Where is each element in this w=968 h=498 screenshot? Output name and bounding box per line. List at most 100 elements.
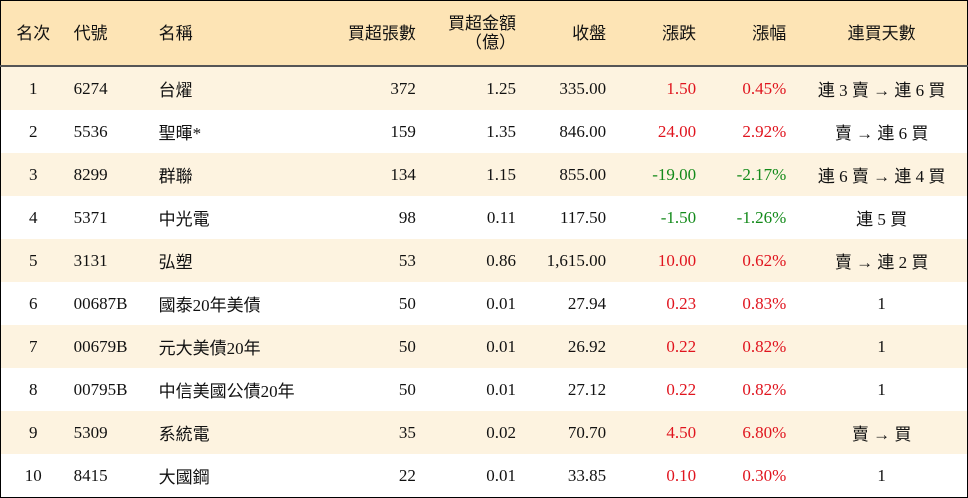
cell-change-pct: -2.17%	[706, 153, 797, 196]
header-rank: 名次	[0, 0, 66, 67]
cell-net-buy-lots: 50	[330, 325, 426, 368]
table-row: 6 00687B 國泰20年美債 50 0.01 27.94 0.23 0.83% 1	[1, 282, 968, 325]
cell-net-buy-amount: 0.01	[486, 379, 516, 399]
cell-code: 00795B	[73, 379, 128, 399]
cell-net-buy-lots: 22	[398, 465, 416, 485]
cell-buy-days: 1	[877, 293, 886, 313]
cell-net-buy-amount: 1.35	[486, 121, 516, 141]
cell-name: 系統電	[150, 411, 331, 454]
cell-close: 27.12	[567, 379, 607, 399]
cell-close: 846.00	[559, 121, 607, 141]
cell-close: 26.92	[526, 325, 617, 368]
cell-change-pct: 0.62%	[706, 239, 797, 282]
table-row: 8 00795B 中信美國公債20年 50 0.01 27.12 0.22 0.82% 1	[1, 368, 968, 411]
header-net-buy-lots: 買超張數	[330, 0, 426, 67]
header-net-buy-amount: 買超金額 （億）	[425, 0, 526, 67]
cell-name: 弘塑	[150, 239, 331, 282]
cell-change: 0.22	[666, 379, 697, 399]
cell-change: 1.50	[616, 66, 707, 110]
cell-name: 大國鋼	[158, 468, 210, 487]
cell-net-buy-amount: 0.11	[486, 207, 516, 227]
cell-rank: 2	[29, 121, 38, 141]
cell-code: 00687B	[73, 293, 128, 313]
cell-buy-days: 1	[877, 465, 886, 485]
table-row: 1 6274 台燿 372 1.25 335.00 1.50 0.45% 連 3 賣 → 連 6…	[0, 66, 968, 110]
cell-close: 117.50	[559, 207, 607, 227]
cell-buy-days: 賣 → 連 2 買	[796, 239, 968, 282]
table-row: 9 5309 系統電 35 0.02 70.70 4.50 6.80% 賣 → 買	[0, 411, 968, 454]
cell-code: 8415	[73, 465, 108, 485]
cell-net-buy-lots: 35	[330, 411, 426, 454]
table-row: 4 5371 中光電 98 0.11 117.50 -1.50 -1.26% 連 5 買	[1, 196, 968, 239]
cell-net-buy-lots: 159	[390, 121, 416, 141]
header-code: 代號	[65, 0, 151, 67]
cell-code: 5371	[73, 207, 108, 227]
cell-rank: 3	[0, 153, 66, 196]
cell-name: 國泰20年美債	[158, 296, 261, 315]
cell-code: 00679B	[65, 325, 151, 368]
table-body: 1 6274 台燿 372 1.25 335.00 1.50 0.45% 連 3 賣 → 連 6…	[0, 66, 968, 498]
cell-change: -19.00	[616, 153, 707, 196]
cell-net-buy-amount: 1.15	[425, 153, 526, 196]
cell-change-pct: 2.92%	[742, 121, 787, 141]
cell-change: -1.50	[660, 207, 697, 227]
cell-change: 4.50	[616, 411, 707, 454]
cell-change: 24.00	[657, 121, 697, 141]
cell-change-pct: 0.82%	[706, 325, 797, 368]
cell-name: 群聯	[150, 153, 331, 196]
cell-rank: 7	[0, 325, 66, 368]
cell-net-buy-lots: 98	[398, 207, 416, 227]
cell-change: 0.10	[666, 465, 697, 485]
cell-buy-days: 1	[877, 379, 886, 399]
cell-net-buy-lots: 134	[330, 153, 426, 196]
cell-net-buy-lots: 372	[330, 66, 426, 110]
cell-buy-days: 連 5 買	[856, 210, 908, 229]
table-row: 2 5536 聖暉* 159 1.35 846.00 24.00 2.92% 賣 → 連 6 買	[1, 110, 968, 153]
cell-net-buy-amount: 0.01	[425, 325, 526, 368]
table-row: 7 00679B 元大美債20年 50 0.01 26.92 0.22 0.82% 1	[0, 325, 968, 368]
cell-name: 聖暉*	[158, 124, 202, 143]
cell-change: 10.00	[616, 239, 707, 282]
cell-buy-days: 賣 → 連 6 買	[834, 124, 929, 143]
cell-name: 台燿	[150, 66, 331, 110]
cell-buy-days: 賣 → 買	[796, 411, 968, 454]
cell-name: 元大美債20年	[150, 325, 331, 368]
cell-change-pct: 0.83%	[742, 293, 787, 313]
cell-change: 0.22	[616, 325, 707, 368]
cell-close: 33.85	[567, 465, 607, 485]
cell-close: 1,615.00	[526, 239, 617, 282]
header-change: 漲跌	[616, 0, 707, 67]
cell-change-pct: 0.30%	[742, 465, 787, 485]
cell-net-buy-lots: 50	[398, 293, 416, 313]
cell-rank: 8	[29, 379, 38, 399]
cell-net-buy-amount: 0.01	[486, 465, 516, 485]
cell-net-buy-amount: 0.02	[425, 411, 526, 454]
cell-close: 70.70	[526, 411, 617, 454]
header-row: 名次 代號 名稱 買超張數 買超金額 （億） 收盤 漲跌 漲幅 連買天數	[0, 0, 968, 67]
cell-net-buy-lots: 53	[330, 239, 426, 282]
cell-rank: 9	[0, 411, 66, 454]
cell-net-buy-amount: 0.86	[425, 239, 526, 282]
cell-rank: 10	[24, 465, 42, 485]
cell-net-buy-amount: 1.25	[425, 66, 526, 110]
cell-name: 中信美國公債20年	[158, 382, 295, 401]
cell-rank: 4	[29, 207, 38, 227]
cell-close: 855.00	[526, 153, 617, 196]
cell-code: 8299	[65, 153, 151, 196]
cell-code: 3131	[65, 239, 151, 282]
cell-code: 5536	[73, 121, 108, 141]
cell-change-pct: 0.82%	[742, 379, 787, 399]
header-name: 名稱	[150, 0, 331, 67]
header-buy-days: 連買天數	[796, 0, 968, 67]
cell-rank: 5	[0, 239, 66, 282]
table-row: 3 8299 群聯 134 1.15 855.00 -19.00 -2.17% 連 6 賣 → …	[0, 153, 968, 196]
cell-close: 335.00	[526, 66, 617, 110]
cell-change: 0.23	[666, 293, 697, 313]
cell-change-pct: 0.45%	[706, 66, 797, 110]
cell-change-pct: -1.26%	[736, 207, 787, 227]
cell-close: 27.94	[567, 293, 607, 313]
cell-net-buy-amount: 0.01	[486, 293, 516, 313]
cell-net-buy-lots: 50	[398, 379, 416, 399]
